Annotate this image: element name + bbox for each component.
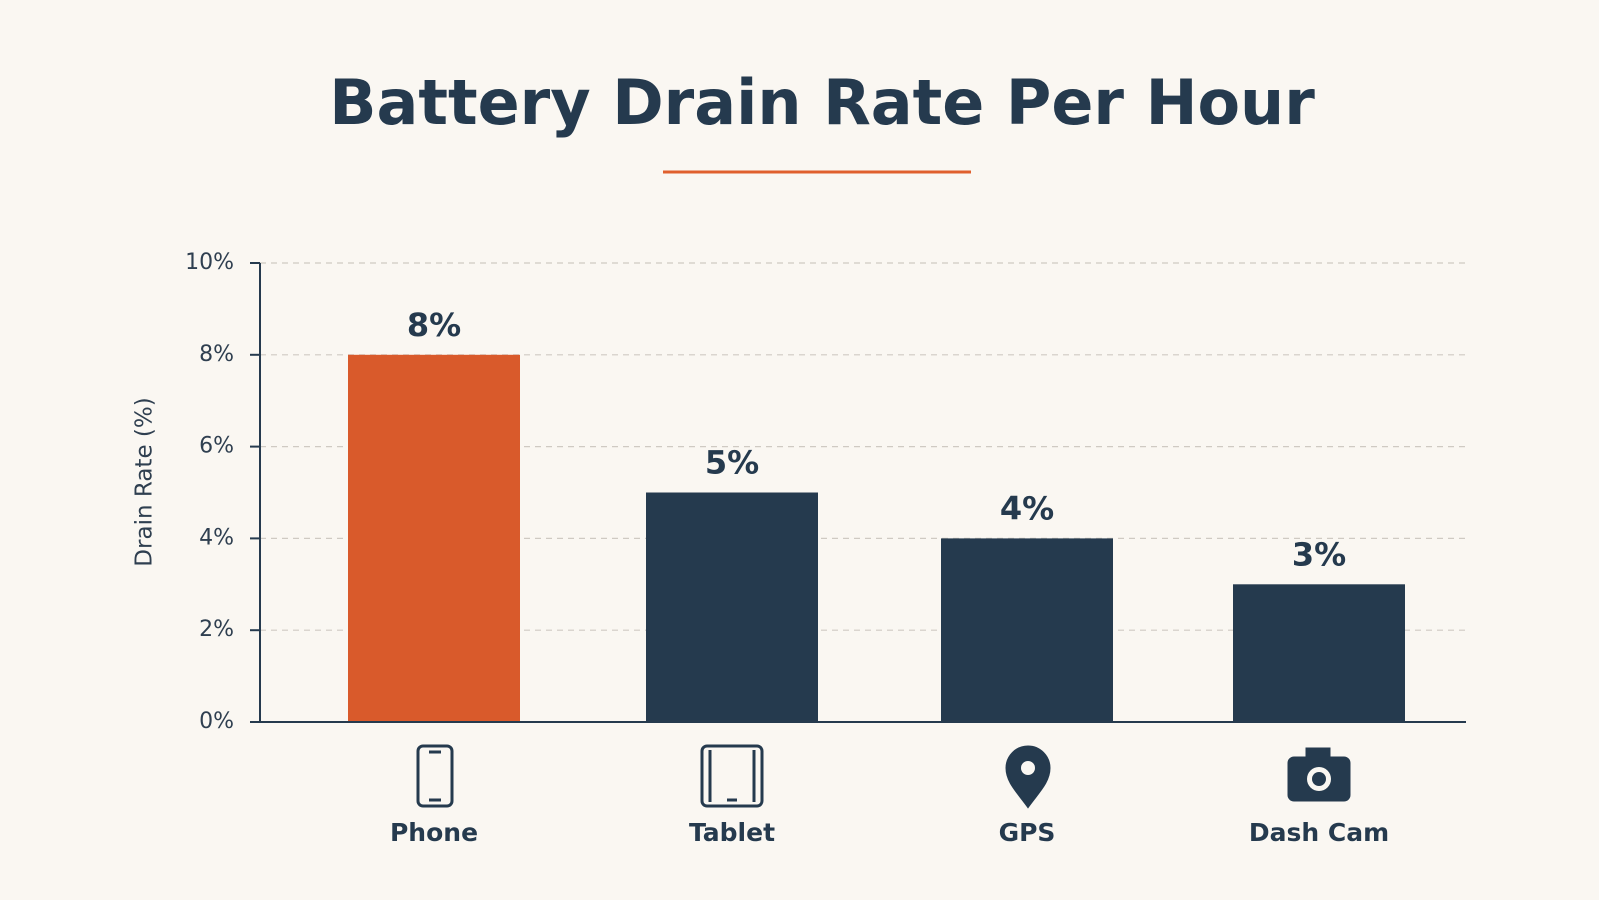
camera-icon bbox=[1287, 747, 1351, 802]
x-tick-label: Phone bbox=[390, 818, 478, 847]
y-tick-label: 0% bbox=[199, 709, 234, 734]
value-label: 5% bbox=[705, 444, 759, 482]
gps-icon bbox=[1005, 745, 1051, 809]
x-tick-label: GPS bbox=[999, 818, 1056, 847]
bar bbox=[1233, 584, 1405, 722]
y-tick-label: 10% bbox=[185, 250, 234, 275]
y-tick-label: 6% bbox=[199, 434, 234, 459]
phone-icon bbox=[416, 744, 454, 808]
value-label: 4% bbox=[1000, 489, 1054, 527]
bar bbox=[348, 354, 520, 722]
bar bbox=[941, 538, 1113, 722]
y-axis-label: Drain Rate (%) bbox=[132, 397, 158, 566]
value-label: 8% bbox=[407, 306, 461, 344]
x-tick-label: Tablet bbox=[689, 818, 775, 847]
y-tick-label: 8% bbox=[199, 342, 234, 367]
category-icons bbox=[416, 744, 1351, 809]
y-tick-label: 4% bbox=[199, 525, 234, 550]
x-tick-label: Dash Cam bbox=[1249, 818, 1389, 847]
y-tick-label: 2% bbox=[199, 617, 234, 642]
tablet-icon bbox=[700, 744, 764, 808]
value-label: 3% bbox=[1292, 535, 1346, 573]
bar bbox=[646, 492, 818, 722]
chart-title: Battery Drain Rate Per Hour bbox=[329, 66, 1315, 139]
